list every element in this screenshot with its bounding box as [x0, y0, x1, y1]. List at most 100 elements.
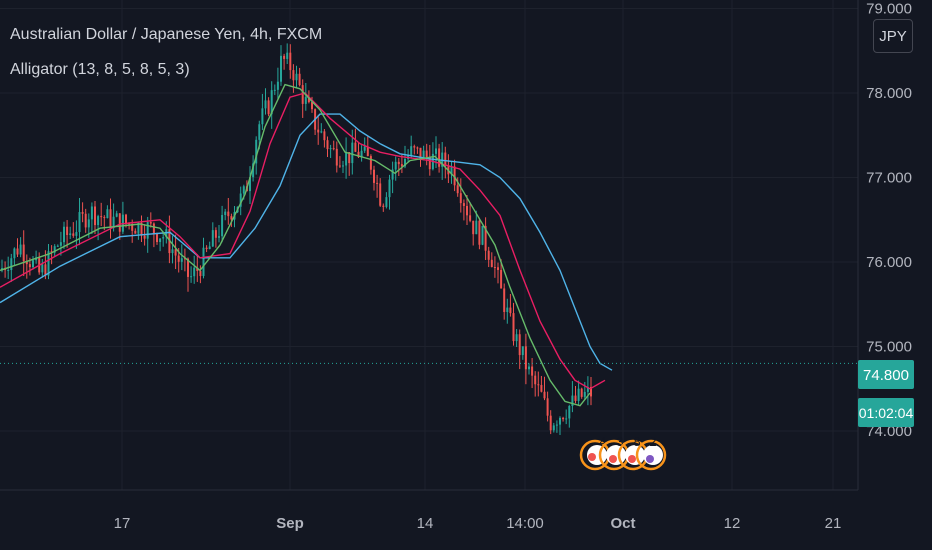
- candle-body: [444, 152, 447, 167]
- candle-body: [28, 264, 31, 268]
- candle-body: [50, 251, 53, 253]
- candle-body: [97, 216, 100, 226]
- candle-body: [224, 211, 227, 216]
- y-tick-label: 75.000: [866, 339, 912, 356]
- candle-body: [590, 387, 592, 397]
- price-axis[interactable]: 79.000 78.000 77.000 76.000 75.000 74.000: [866, 1, 912, 441]
- alligator-teeth-line: [0, 92, 606, 390]
- candle-body: [106, 209, 109, 219]
- y-tick-label: 79.000: [866, 1, 912, 18]
- candle-body: [462, 203, 465, 206]
- candle-body: [419, 147, 422, 161]
- candle-body: [19, 244, 22, 255]
- symbol-title[interactable]: Australian Dollar / Japanese Yen, 4h, FX…: [10, 26, 323, 43]
- candle-body: [506, 307, 509, 312]
- candle-body: [280, 55, 282, 82]
- candle-body: [112, 216, 115, 229]
- candle-body: [286, 52, 289, 59]
- candle-body: [25, 261, 28, 265]
- event-count: 2: [649, 434, 656, 449]
- event-marker[interactable]: 2: [635, 434, 667, 471]
- candle-body: [187, 258, 189, 277]
- event-markers[interactable]: 4 3 8 2: [579, 434, 667, 471]
- candle-body: [162, 237, 165, 239]
- candle-body: [66, 226, 69, 235]
- candle-body: [214, 230, 217, 238]
- candle-body: [47, 251, 50, 276]
- candle-body: [549, 415, 552, 431]
- candle-body: [435, 148, 437, 154]
- candle-body: [503, 288, 506, 312]
- current-price-text: 74.800: [863, 367, 909, 384]
- candle-body: [320, 131, 323, 133]
- candle-body: [571, 395, 574, 406]
- candle-body: [292, 70, 295, 81]
- countdown-text: 01:02:04: [859, 405, 914, 421]
- candle-body: [230, 216, 233, 220]
- candle-body: [283, 55, 286, 59]
- bar-countdown-label: 01:02:04: [858, 398, 914, 427]
- candle-body: [317, 129, 320, 133]
- candle-body: [100, 216, 103, 218]
- event-count: 3: [616, 434, 623, 449]
- candle-body: [7, 270, 10, 272]
- candle-body: [270, 90, 273, 115]
- candle-body: [146, 222, 149, 239]
- time-axis[interactable]: 17 Sep 14 14:00 Oct 12 21: [114, 515, 842, 532]
- candle-body: [484, 225, 487, 251]
- candle-body: [366, 146, 369, 157]
- candle-body: [580, 388, 583, 397]
- alligator-layer: [0, 83, 613, 407]
- candle-body: [373, 169, 375, 183]
- indicator-legend[interactable]: Alligator (13, 8, 5, 8, 5, 3): [10, 61, 190, 78]
- candle-body: [583, 391, 586, 397]
- candle-body: [388, 179, 391, 198]
- candle-body: [466, 205, 468, 216]
- candle-body: [16, 248, 19, 255]
- candle-body: [472, 220, 475, 235]
- candle-body: [338, 165, 341, 167]
- y-tick-label: 76.000: [866, 254, 912, 271]
- candle-body: [428, 156, 431, 170]
- candle-body: [500, 269, 503, 289]
- x-tick-label: Oct: [610, 515, 635, 532]
- candle-body: [469, 215, 472, 221]
- candle-body: [400, 164, 403, 167]
- event-marker[interactable]: 8: [617, 434, 649, 471]
- candle-body: [394, 161, 397, 170]
- candle-body: [53, 246, 56, 253]
- candle-body: [261, 108, 264, 125]
- candle-body: [475, 220, 478, 235]
- candle-body: [543, 391, 546, 399]
- candle-body: [152, 223, 155, 234]
- candle-body: [125, 214, 127, 224]
- candle-body: [84, 213, 87, 228]
- candle-body: [335, 148, 338, 166]
- candle-body: [134, 230, 137, 234]
- candle-body: [342, 165, 344, 167]
- candle-body: [41, 264, 44, 273]
- candle-body: [205, 247, 208, 250]
- candle-body: [75, 232, 78, 236]
- currency-button[interactable]: JPY: [873, 19, 913, 53]
- candle-body: [196, 267, 199, 271]
- candle-body: [453, 166, 456, 186]
- candle-body: [518, 334, 521, 356]
- x-tick-label: 14:00: [506, 515, 544, 532]
- candle-body: [531, 366, 534, 376]
- event-marker[interactable]: 3: [598, 434, 630, 471]
- candle-body: [515, 334, 518, 342]
- candle-body: [72, 233, 75, 236]
- candle-body: [239, 193, 242, 207]
- candle-body: [289, 52, 292, 71]
- y-tick-label: 77.000: [866, 170, 912, 187]
- candle-body: [177, 255, 180, 262]
- candle-body: [481, 225, 484, 245]
- candle-body: [180, 258, 183, 262]
- candle-body: [410, 146, 413, 156]
- x-tick-label: 21: [825, 515, 842, 532]
- alligator-lips-line: [0, 83, 591, 407]
- candle-body: [416, 147, 419, 149]
